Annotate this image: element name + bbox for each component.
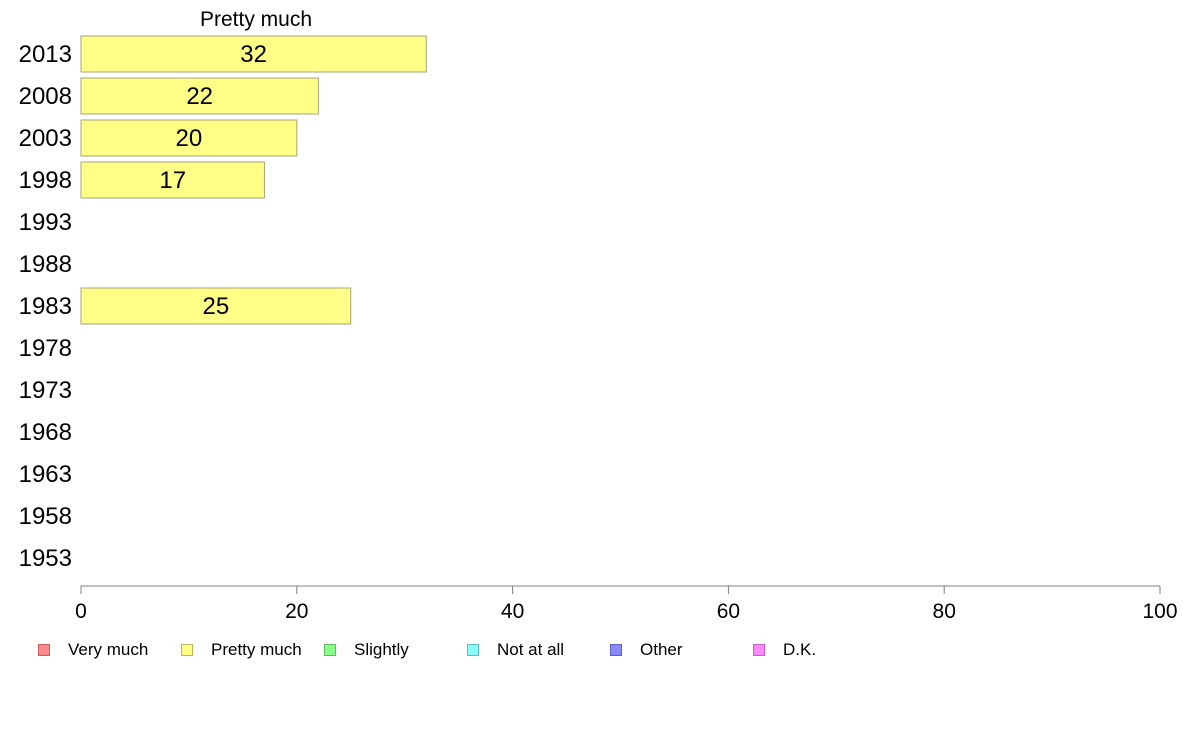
y-tick-label-2013: 2013: [19, 41, 72, 68]
y-tick-label-1963: 1963: [19, 461, 72, 488]
bar-2003: [80, 119, 298, 157]
x-tick-label-60: 60: [717, 600, 740, 620]
legend-label: D.K.: [783, 640, 817, 659]
legend-label: Slightly: [354, 640, 409, 659]
x-tick-label-0: 0: [75, 600, 87, 620]
bar-chart: Pretty much 2013 2008 2003 1998 1993 1988 1983…: [19, 8, 1178, 620]
y-tick-label-1968: 1968: [19, 419, 72, 446]
chart-title: Pretty much: [200, 8, 312, 31]
legend-label: Other: [640, 640, 683, 659]
y-tick-label-1988: 1988: [19, 251, 72, 278]
legend-label: Not at all: [497, 640, 565, 659]
bar-2008: [80, 77, 319, 115]
bar-value-labels: 32 22 20 17 25: [159, 41, 267, 320]
legend-swatch: [467, 644, 479, 656]
y-tick-label-1953: 1953: [19, 545, 72, 572]
legend-swatch: [753, 644, 765, 656]
legend-item-other: Other: [610, 640, 753, 660]
x-axis: 0 20 40 60 80 100: [75, 585, 1178, 620]
legend-item-very-much: Very much: [38, 640, 181, 660]
y-tick-label-1983: 1983: [19, 293, 72, 320]
y-tick-label-2008: 2008: [19, 83, 72, 110]
legend-item-not-at-all: Not at all: [467, 640, 610, 660]
y-tick-label-1998: 1998: [19, 167, 72, 194]
bar-2013: [80, 35, 427, 73]
y-tick-label-2003: 2003: [19, 125, 72, 152]
y-axis-labels: 2013 2008 2003 1998 1993 1988 1983 1978 1973 1968…: [19, 41, 72, 572]
bar-value-label-1983: 25: [203, 293, 230, 320]
legend-label: Very much: [68, 640, 149, 659]
x-tick-label-20: 20: [285, 600, 308, 620]
x-tick-label-80: 80: [933, 600, 956, 620]
bar-value-label-2003: 20: [176, 125, 203, 152]
y-tick-label-1993: 1993: [19, 209, 72, 236]
legend-swatch: [38, 644, 50, 656]
legend-swatch: [324, 644, 336, 656]
x-tick-label-100: 100: [1142, 600, 1177, 620]
legend-item-slightly: Slightly: [324, 640, 467, 660]
legend: Very much Pretty much Slightly Not at al…: [38, 638, 896, 662]
legend-swatch: [610, 644, 622, 656]
y-tick-label-1978: 1978: [19, 335, 72, 362]
bar-1983: [80, 287, 352, 325]
bar-value-label-1998: 17: [159, 167, 186, 194]
legend-item-pretty-much: Pretty much: [181, 640, 324, 660]
x-tick-label-40: 40: [501, 600, 524, 620]
y-tick-label-1973: 1973: [19, 377, 72, 404]
y-tick-label-1958: 1958: [19, 503, 72, 530]
legend-item-dk: D.K.: [753, 640, 896, 660]
bar-1998: [80, 161, 265, 199]
bar-value-label-2013: 32: [240, 41, 267, 68]
legend-label: Pretty much: [211, 640, 302, 659]
bars: [80, 35, 427, 325]
bar-value-label-2008: 22: [186, 83, 213, 110]
legend-swatch: [181, 644, 193, 656]
